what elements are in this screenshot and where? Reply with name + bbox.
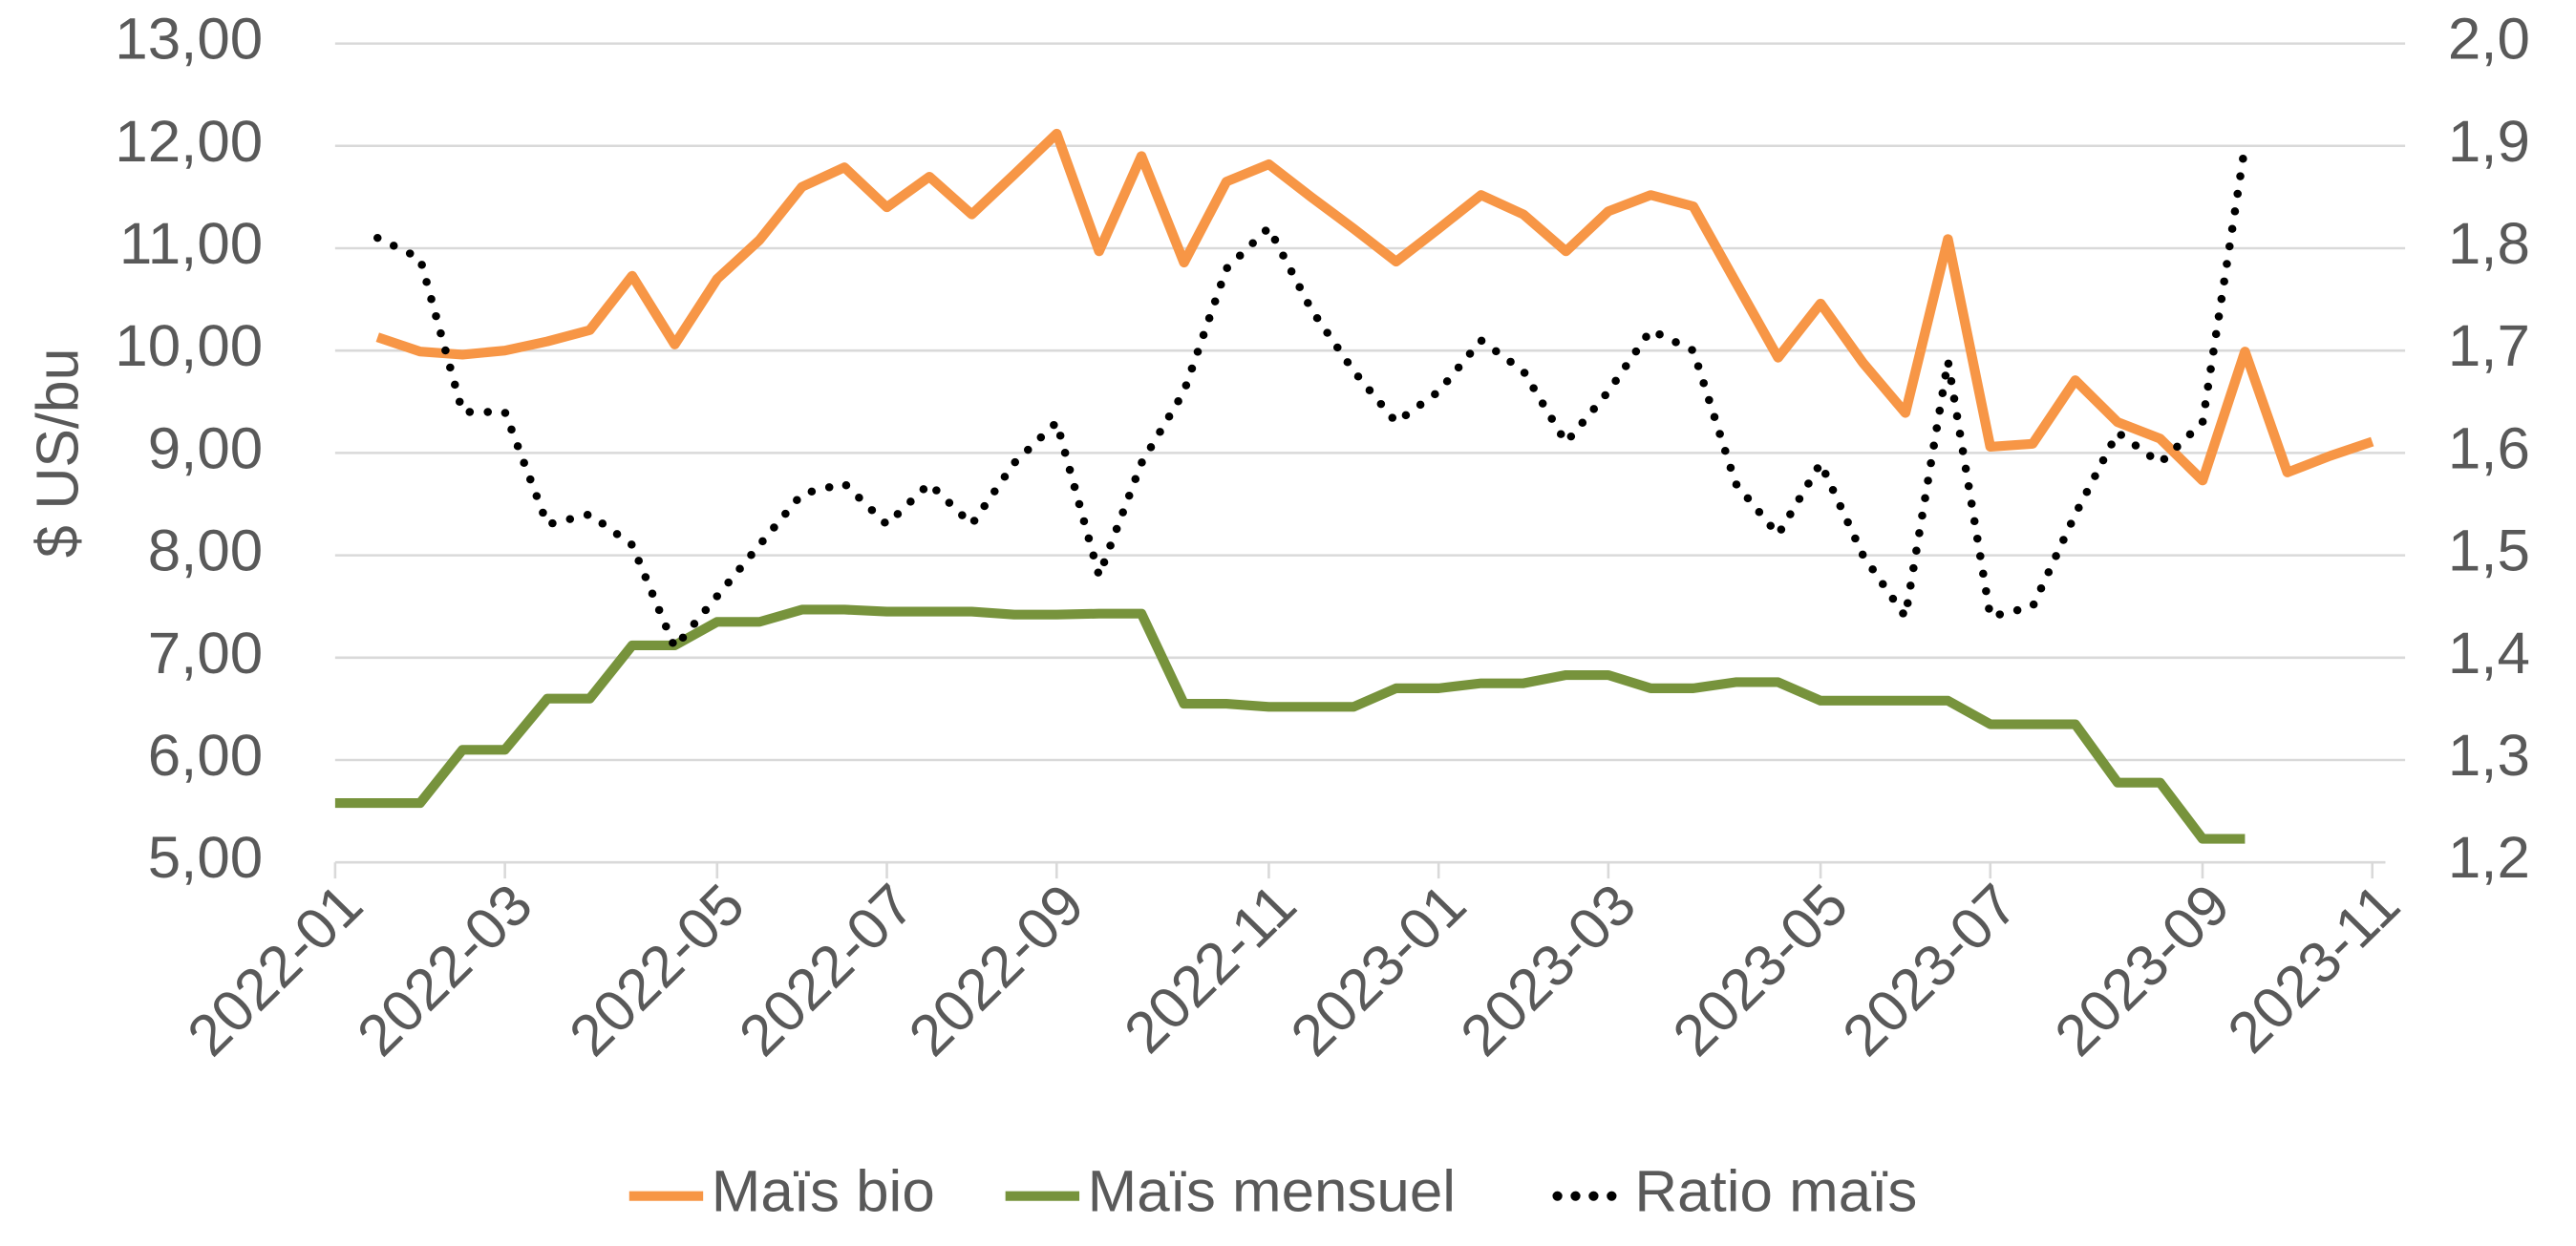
- series-line: [373, 141, 2249, 652]
- legend-label: Ratio maïs: [1634, 1159, 1917, 1224]
- legend-label: Maïs bio: [712, 1159, 935, 1224]
- y-tick-label: 7,00: [148, 621, 264, 686]
- x-tick-label: 2023-11: [2215, 872, 2413, 1066]
- x-tick-label: 2022-05: [557, 872, 757, 1068]
- y-tick-label: 9,00: [148, 416, 264, 481]
- x-tick-label: 2022-11: [1112, 872, 1309, 1066]
- x-tick-label: 2023-09: [2042, 872, 2243, 1068]
- y2-tick-label: 2,0: [2448, 7, 2530, 72]
- legend-label: Maïs mensuel: [1088, 1159, 1456, 1224]
- y2-tick-label: 1,4: [2448, 621, 2530, 686]
- series-line: [375, 128, 2374, 486]
- x-tick-label: 2022-01: [175, 872, 375, 1068]
- y-tick-label: 10,00: [115, 314, 263, 379]
- series-line: [334, 604, 2246, 844]
- y2-tick-label: 1,9: [2448, 109, 2530, 174]
- y-tick-label: 12,00: [115, 109, 263, 174]
- y-axis-title: $ US/bu: [25, 348, 92, 559]
- y2-tick-label: 1,7: [2448, 314, 2530, 379]
- y2-tick-label: 1,3: [2448, 724, 2530, 789]
- y2-tick-label: 1,2: [2448, 826, 2530, 891]
- y-tick-label: 11,00: [119, 212, 263, 277]
- x-tick-label: 2023-05: [1660, 872, 1861, 1068]
- y-tick-label: 13,00: [115, 7, 263, 72]
- x-tick-label: 2022-03: [345, 872, 545, 1068]
- x-tick-label: 2023-03: [1448, 872, 1649, 1068]
- y2-tick-label: 1,5: [2448, 518, 2530, 583]
- x-tick-label: 2023-07: [1830, 872, 2031, 1068]
- y-tick-label: 8,00: [148, 518, 264, 583]
- y-tick-label: 5,00: [148, 826, 264, 891]
- y2-tick-label: 1,8: [2448, 212, 2530, 277]
- x-tick-label: 2023-01: [1278, 872, 1479, 1068]
- x-tick-label: 2022-09: [897, 872, 1097, 1068]
- y-tick-label: 6,00: [148, 724, 264, 789]
- x-tick-label: 2022-07: [727, 872, 927, 1068]
- y2-tick-label: 1,6: [2448, 416, 2530, 481]
